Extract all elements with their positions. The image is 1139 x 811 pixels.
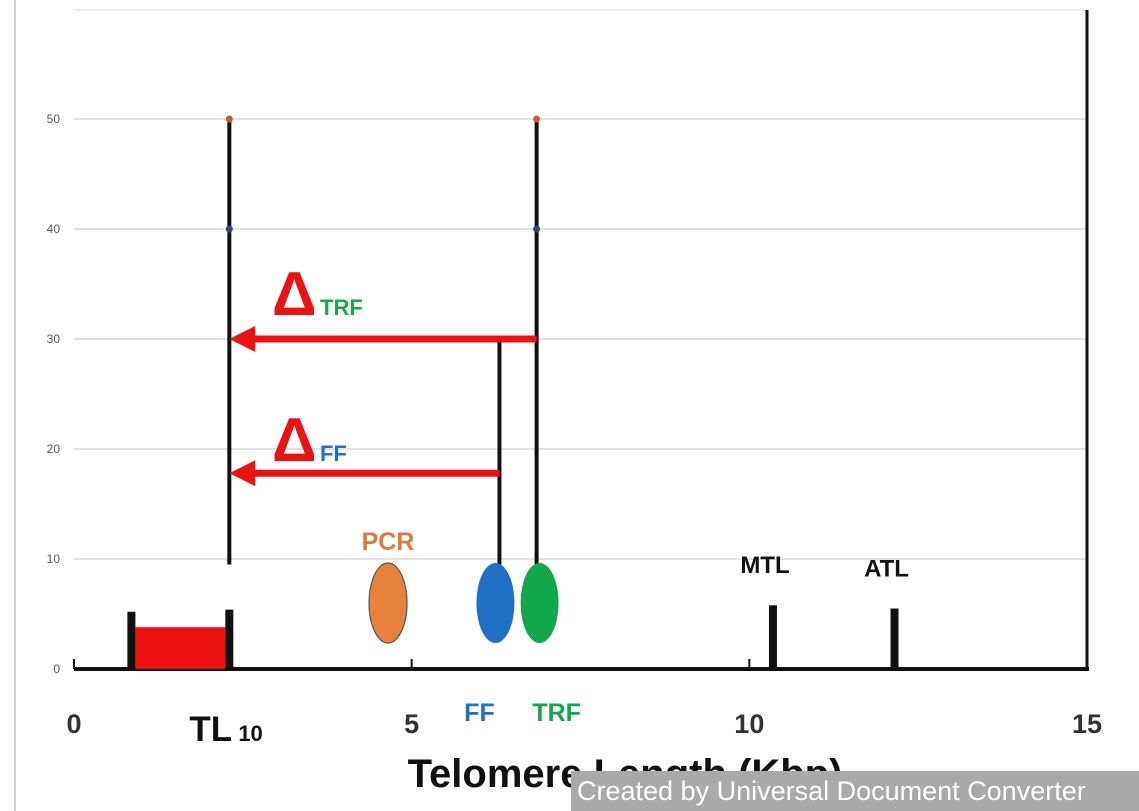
ellipse-label-trf: TRF xyxy=(532,699,581,727)
plot-frame xyxy=(14,0,1089,811)
tl-label-subscript: 10 xyxy=(238,721,262,746)
delta-symbol: Δ xyxy=(272,406,317,475)
y-tick-label: 40 xyxy=(47,222,61,236)
ellipse-trf xyxy=(520,563,559,643)
y-tick-label: 50 xyxy=(47,112,61,126)
ellipse-pcr xyxy=(368,562,408,644)
tl-label: TL xyxy=(189,710,232,749)
ellipse-label-pcr: PCR xyxy=(362,528,415,556)
delta-subscript: TRF xyxy=(320,295,363,320)
x-tick-label: 5 xyxy=(404,709,419,739)
y-tick-label: 0 xyxy=(53,662,60,676)
grid xyxy=(74,9,1087,560)
x-tick-label: 15 xyxy=(1072,709,1102,739)
delta-symbol: Δ xyxy=(272,260,317,329)
x-tick-labels: 0 5 10 15 xyxy=(66,709,1102,739)
chart-marks xyxy=(127,115,899,669)
x-tick-label: 0 xyxy=(66,709,81,739)
watermark-banner: Created by Universal Document Converter xyxy=(571,771,1139,811)
data-point xyxy=(533,115,541,123)
delta-subscript: FF xyxy=(320,441,347,466)
y-tick-label: 30 xyxy=(47,332,61,346)
marker-label-mtl: MTL xyxy=(740,552,789,579)
data-point xyxy=(225,225,233,233)
data-point xyxy=(533,225,541,233)
y-tick-labels: 0 10 20 30 40 50 xyxy=(47,112,61,676)
data-point xyxy=(225,115,233,123)
y-tick-label: 10 xyxy=(47,552,61,566)
y-tick-label: 20 xyxy=(47,442,61,456)
range-bar xyxy=(135,627,226,669)
arrow-head xyxy=(229,460,256,487)
arrow-head xyxy=(229,326,256,352)
marker-label-atl: ATL xyxy=(864,556,909,583)
ellipse-ff xyxy=(476,563,515,643)
ellipse-label-ff: FF xyxy=(464,699,495,727)
x-tick-label: 10 xyxy=(734,709,764,739)
